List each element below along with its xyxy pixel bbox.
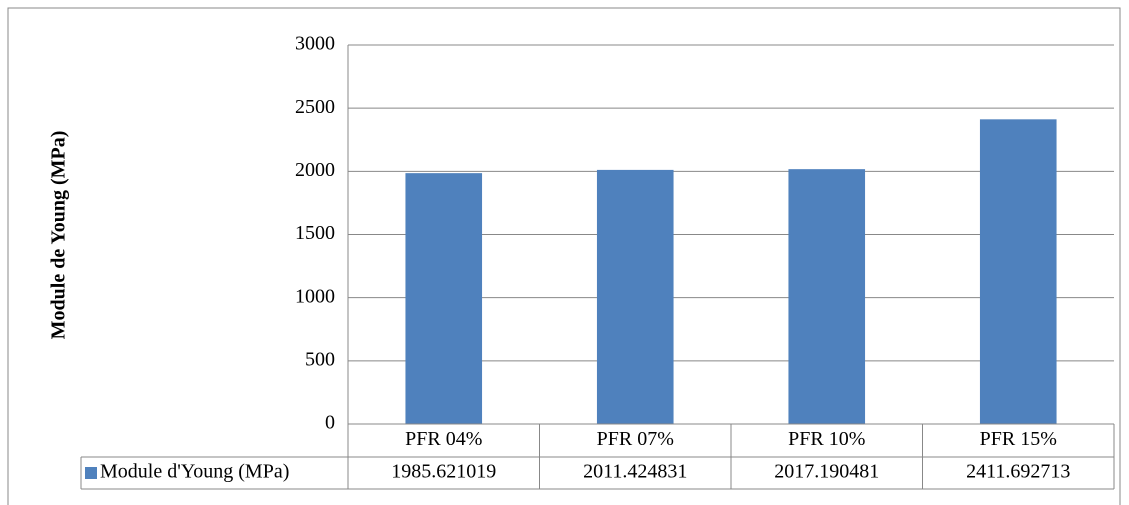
x-tick-label: PFR 15%	[980, 428, 1057, 450]
y-tick-label: 0	[325, 412, 335, 434]
y-tick-label: 1500	[295, 222, 335, 244]
legend-swatch	[85, 467, 97, 479]
y-tick-label: 500	[305, 348, 335, 370]
data-table-value: 2411.692713	[966, 461, 1070, 483]
bar	[979, 119, 1057, 425]
y-tick-label: 2000	[295, 159, 335, 181]
y-tick-label: 1000	[295, 285, 335, 307]
chart-frame	[7, 7, 1121, 505]
data-table-value: 2011.424831	[583, 461, 687, 483]
y-tick-label: 2500	[295, 96, 335, 118]
y-axis-title: Module de Young (MPa)	[48, 131, 70, 340]
x-tick-label: PFR 07%	[597, 428, 674, 450]
x-tick-label: PFR 10%	[788, 428, 865, 450]
data-table-value: 1985.621019	[391, 461, 496, 483]
bar	[405, 173, 483, 424]
y-tick-label: 3000	[295, 33, 335, 55]
bar	[788, 169, 866, 424]
legend-label: Module d'Young (MPa)	[100, 461, 289, 483]
bar	[596, 169, 674, 424]
x-tick-label: PFR 04%	[405, 428, 482, 450]
data-table-value: 2017.190481	[774, 461, 879, 483]
